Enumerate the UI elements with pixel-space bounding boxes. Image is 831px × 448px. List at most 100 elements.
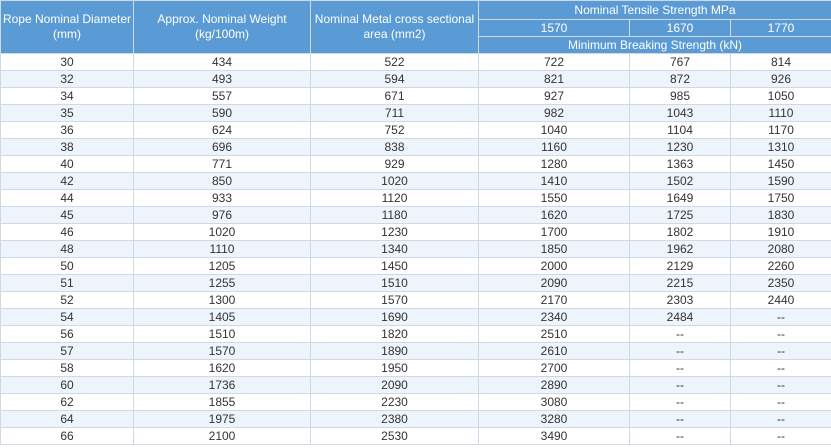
table-row: 32 493 594 821 872 926 <box>0 70 831 88</box>
table-row: 30 434 522 722 767 814 <box>0 53 831 71</box>
cell-mbs-1770: -- <box>729 308 831 326</box>
cell-weight: 590 <box>133 104 311 122</box>
cell-weight: 976 <box>133 206 311 224</box>
cell-mbs-1770: -- <box>729 427 831 445</box>
cell-diameter: 42 <box>0 172 134 190</box>
cell-weight: 1300 <box>133 291 311 309</box>
header-rope-diameter: Rope Nominal Diameter (mm) <box>0 0 134 54</box>
cell-mbs-1670: 2129 <box>629 257 731 275</box>
table-row: 45 976 1180 1620 1725 1830 <box>0 206 831 224</box>
header-grade-1570: 1570 <box>478 19 630 37</box>
table-row: 52 1300 1570 2170 2303 2440 <box>0 291 831 309</box>
cell-mbs-1570: 2170 <box>478 291 630 309</box>
table-row: 46 1020 1230 1700 1802 1910 <box>0 223 831 241</box>
table-row: 60 1736 2090 2890 -- -- <box>0 376 831 394</box>
table-body: 30 434 522 722 767 814 32 493 594 821 872 926 34 557 6… <box>0 53 831 445</box>
cell-weight: 557 <box>133 87 311 105</box>
cell-area: 1230 <box>310 223 479 241</box>
cell-mbs-1570: 1280 <box>478 155 630 173</box>
table-row: 38 696 838 1160 1230 1310 <box>0 138 831 156</box>
cell-area: 1510 <box>310 274 479 292</box>
cell-mbs-1770: 1450 <box>729 155 831 173</box>
cell-mbs-1570: 1410 <box>478 172 630 190</box>
cell-mbs-1670: 872 <box>629 70 731 88</box>
cell-mbs-1770: 1590 <box>729 172 831 190</box>
cell-diameter: 44 <box>0 189 134 207</box>
cell-mbs-1670: 2484 <box>629 308 731 326</box>
cell-mbs-1770: 1170 <box>729 121 831 139</box>
cell-area: 711 <box>310 104 479 122</box>
cell-area: 838 <box>310 138 479 156</box>
cell-mbs-1570: 3490 <box>478 427 630 445</box>
cell-area: 594 <box>310 70 479 88</box>
cell-weight: 1405 <box>133 308 311 326</box>
header-breaking-strength: Minimum Breaking Strength (kN) <box>477 36 831 54</box>
cell-mbs-1570: 2700 <box>478 359 630 377</box>
cell-weight: 434 <box>133 53 311 71</box>
cell-mbs-1670: 1962 <box>629 240 731 258</box>
cell-mbs-1670: 1104 <box>629 121 731 139</box>
cell-diameter: 66 <box>0 427 134 445</box>
cell-diameter: 64 <box>0 410 134 428</box>
cell-area: 929 <box>310 155 479 173</box>
table-row: 50 1205 1450 2000 2129 2260 <box>0 257 831 275</box>
table-row: 44 933 1120 1550 1649 1750 <box>0 189 831 207</box>
cell-weight: 696 <box>133 138 311 156</box>
cell-area: 2380 <box>310 410 479 428</box>
cell-area: 1180 <box>310 206 479 224</box>
cell-diameter: 52 <box>0 291 134 309</box>
cell-diameter: 54 <box>0 308 134 326</box>
cell-weight: 493 <box>133 70 311 88</box>
cell-mbs-1670: -- <box>629 359 731 377</box>
cell-weight: 1205 <box>133 257 311 275</box>
table-row: 40 771 929 1280 1363 1450 <box>0 155 831 173</box>
header-nominal-weight: Approx. Nominal Weight (kg/100m) <box>133 0 311 54</box>
cell-area: 1020 <box>310 172 479 190</box>
cell-mbs-1570: 2890 <box>478 376 630 394</box>
table-row: 64 1975 2380 3280 -- -- <box>0 410 831 428</box>
cell-mbs-1770: 2260 <box>729 257 831 275</box>
cell-diameter: 50 <box>0 257 134 275</box>
cell-mbs-1670: -- <box>629 393 731 411</box>
cell-weight: 1510 <box>133 325 311 343</box>
cell-mbs-1770: 1830 <box>729 206 831 224</box>
cell-diameter: 57 <box>0 342 134 360</box>
cell-diameter: 48 <box>0 240 134 258</box>
cell-mbs-1670: 985 <box>629 87 731 105</box>
cell-mbs-1770: 1110 <box>729 104 831 122</box>
cell-weight: 933 <box>133 189 311 207</box>
cell-mbs-1570: 821 <box>478 70 630 88</box>
cell-mbs-1770: 1910 <box>729 223 831 241</box>
cell-diameter: 46 <box>0 223 134 241</box>
cell-mbs-1670: -- <box>629 376 731 394</box>
cell-weight: 771 <box>133 155 311 173</box>
cell-mbs-1570: 2000 <box>478 257 630 275</box>
cell-mbs-1570: 2610 <box>478 342 630 360</box>
cell-area: 1950 <box>310 359 479 377</box>
table-row: 58 1620 1950 2700 -- -- <box>0 359 831 377</box>
cell-mbs-1770: -- <box>729 325 831 343</box>
cell-mbs-1670: -- <box>629 342 731 360</box>
cell-diameter: 58 <box>0 359 134 377</box>
cell-mbs-1570: 982 <box>478 104 630 122</box>
cell-mbs-1770: 1750 <box>729 189 831 207</box>
cell-mbs-1570: 1620 <box>478 206 630 224</box>
table-row: 36 624 752 1040 1104 1170 <box>0 121 831 139</box>
header-grade-1670: 1670 <box>629 19 731 37</box>
cell-area: 1450 <box>310 257 479 275</box>
cell-mbs-1670: 2303 <box>629 291 731 309</box>
cell-mbs-1570: 722 <box>478 53 630 71</box>
cell-mbs-1770: -- <box>729 393 831 411</box>
cell-mbs-1770: 2350 <box>729 274 831 292</box>
cell-mbs-1670: 1725 <box>629 206 731 224</box>
cell-diameter: 30 <box>0 53 134 71</box>
table-row: 34 557 671 927 985 1050 <box>0 87 831 105</box>
cell-diameter: 51 <box>0 274 134 292</box>
cell-weight: 2100 <box>133 427 311 445</box>
cell-diameter: 38 <box>0 138 134 156</box>
cell-mbs-1570: 1160 <box>478 138 630 156</box>
cell-mbs-1770: 2080 <box>729 240 831 258</box>
cell-area: 1890 <box>310 342 479 360</box>
cell-mbs-1570: 1550 <box>478 189 630 207</box>
